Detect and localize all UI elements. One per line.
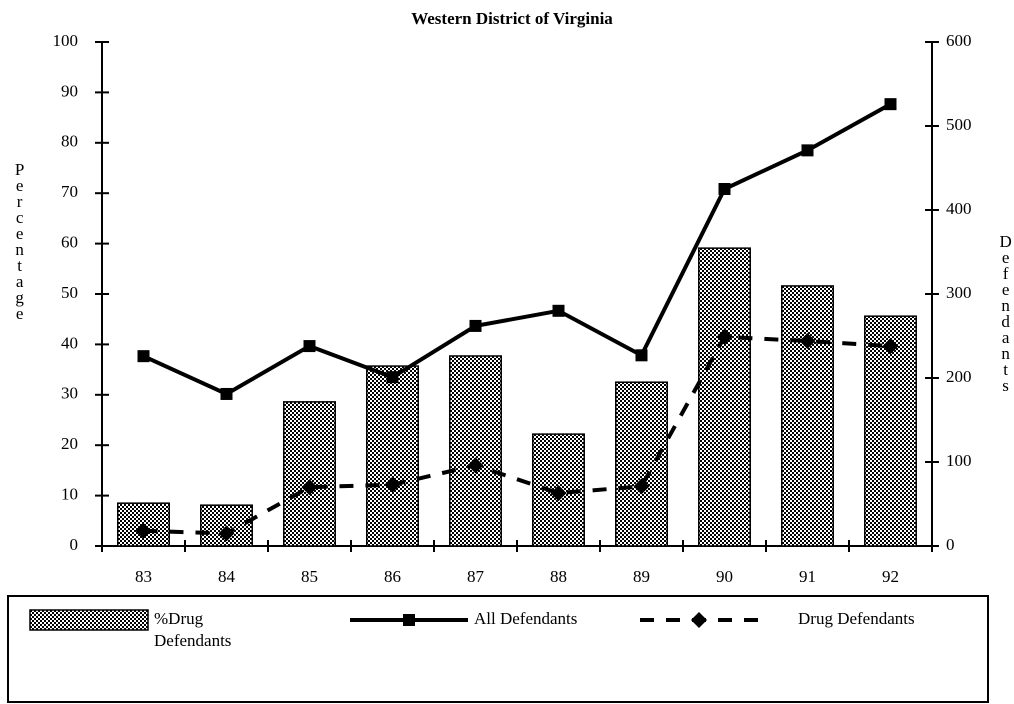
legend-label: All Defendants [474, 609, 578, 628]
bar [698, 247, 751, 547]
y-tick-label: 50 [61, 283, 78, 302]
line-marker [550, 485, 567, 502]
legend-swatch [29, 609, 149, 631]
bar [781, 285, 834, 547]
y2-tick-label: 400 [946, 199, 972, 218]
line-marker [801, 144, 814, 157]
y-tick-label: 20 [61, 434, 78, 453]
line-marker [137, 350, 150, 363]
legend-label: %Drug Defendants [154, 609, 232, 650]
x-tick-label: 83 [135, 567, 152, 586]
line-marker [691, 612, 707, 628]
y-tick-label: 70 [61, 182, 78, 201]
x-tick-label: 88 [550, 567, 567, 586]
y2-tick-label: 500 [946, 115, 972, 134]
line-marker [718, 183, 731, 195]
x-tick-label: 91 [799, 567, 816, 586]
y-tick-label: 60 [61, 233, 78, 252]
bar [615, 381, 668, 547]
y-tick-label: 40 [61, 333, 78, 352]
line-marker [799, 333, 816, 350]
bar [864, 315, 917, 547]
legend-text: All Defendants [474, 609, 578, 628]
line-marker [135, 522, 152, 539]
line-marker [635, 349, 648, 362]
y2-axis-label: Defendants [996, 232, 1014, 392]
line-marker [884, 98, 897, 111]
chart-title: Western District of Virginia [411, 9, 613, 28]
y-tick-label: 100 [53, 31, 79, 50]
y-tick-label: 0 [70, 535, 79, 554]
bar [449, 355, 502, 547]
line-marker [403, 614, 415, 626]
y-tick-label: 10 [61, 485, 78, 504]
y-tick-label: 80 [61, 132, 78, 151]
line [143, 334, 891, 536]
line-marker [386, 371, 399, 384]
y-tick-label: 90 [61, 81, 78, 100]
line-marker [220, 387, 233, 400]
x-tick-label: 92 [882, 567, 899, 586]
line-marker [467, 457, 484, 474]
y2-tick-label: 0 [946, 535, 955, 554]
line-marker [301, 479, 318, 496]
line [142, 102, 892, 397]
x-tick-label: 84 [218, 567, 236, 586]
y2-tick-label: 100 [946, 451, 972, 470]
line-marker [552, 304, 565, 317]
line-marker [469, 319, 482, 332]
legend-text: Drug Defendants [798, 609, 915, 628]
line-marker [716, 328, 733, 345]
y2-tick-label: 200 [946, 367, 972, 386]
bar [283, 401, 336, 547]
y2-tick-label: 600 [946, 31, 972, 50]
x-tick-label: 89 [633, 567, 650, 586]
bar [366, 365, 419, 547]
line-marker [303, 340, 316, 353]
y-axis-label: Percentage [10, 160, 29, 320]
y2-tick-label: 300 [946, 283, 972, 302]
line-marker [218, 525, 235, 542]
line-marker [384, 476, 401, 493]
legend-text: %Drug Defendants [154, 609, 232, 650]
legend-label: Drug Defendants [798, 609, 915, 628]
x-tick-label: 90 [716, 567, 733, 586]
legend-box [7, 595, 989, 703]
x-tick-label: 86 [384, 567, 401, 586]
x-tick-label: 85 [301, 567, 318, 586]
x-tick-label: 87 [467, 567, 485, 586]
line-marker [633, 478, 650, 495]
line-marker [882, 338, 899, 355]
y-tick-label: 30 [61, 384, 78, 403]
